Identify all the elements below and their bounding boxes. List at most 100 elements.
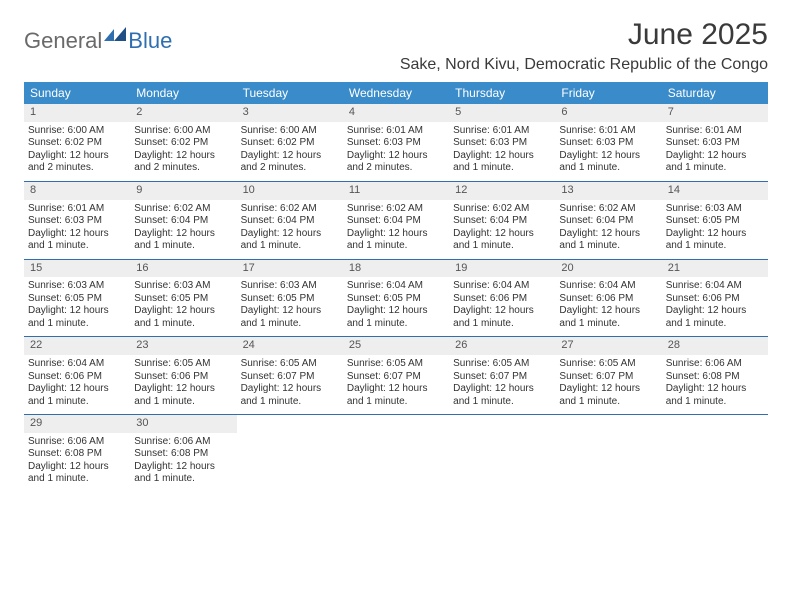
day-number-bar: 9 [130,182,236,200]
sunrise-text: Sunrise: 6:04 AM [559,280,657,293]
daylight-text: and 1 minute. [241,240,339,253]
day-number-bar: 17 [237,260,343,278]
day-number: 27 [561,339,573,351]
calendar-grid: Sunday Monday Tuesday Wednesday Thursday… [24,82,768,492]
calendar-cell: 19Sunrise: 6:04 AMSunset: 6:06 PMDayligh… [449,260,555,337]
daylight-text: and 1 minute. [559,318,657,331]
daylight-text: Daylight: 12 hours [241,305,339,318]
sunset-text: Sunset: 6:05 PM [28,293,126,306]
calendar-cell: 21Sunrise: 6:04 AMSunset: 6:06 PMDayligh… [662,260,768,337]
calendar-cell [662,415,768,492]
daylight-text: Daylight: 12 hours [666,228,764,241]
sunrise-text: Sunrise: 6:02 AM [241,203,339,216]
day-number: 26 [455,339,467,351]
sunrise-text: Sunrise: 6:06 AM [28,436,126,449]
sunrise-text: Sunrise: 6:05 AM [347,358,445,371]
sunrise-text: Sunrise: 6:05 AM [134,358,232,371]
daylight-text: Daylight: 12 hours [453,383,551,396]
sunset-text: Sunset: 6:08 PM [666,371,764,384]
dow-thursday: Thursday [449,82,555,104]
daylight-text: Daylight: 12 hours [559,150,657,163]
daylight-text: and 1 minute. [134,396,232,409]
day-number: 4 [349,106,355,118]
day-number: 13 [561,184,573,196]
daylight-text: and 1 minute. [453,318,551,331]
sunset-text: Sunset: 6:06 PM [28,371,126,384]
daylight-text: and 1 minute. [28,240,126,253]
day-number: 28 [668,339,680,351]
daylight-text: and 2 minutes. [28,162,126,175]
sunset-text: Sunset: 6:03 PM [666,137,764,150]
sunrise-text: Sunrise: 6:02 AM [347,203,445,216]
sunset-text: Sunset: 6:04 PM [559,215,657,228]
day-number-bar: 28 [662,337,768,355]
daylight-text: and 2 minutes. [134,162,232,175]
daylight-text: Daylight: 12 hours [134,461,232,474]
day-number: 15 [30,262,42,274]
calendar-cell: 3Sunrise: 6:00 AMSunset: 6:02 PMDaylight… [237,104,343,181]
calendar-week: 8Sunrise: 6:01 AMSunset: 6:03 PMDaylight… [24,181,768,259]
sunrise-text: Sunrise: 6:05 AM [241,358,339,371]
sunset-text: Sunset: 6:03 PM [559,137,657,150]
month-title: June 2025 [400,18,768,52]
day-number-bar: 19 [449,260,555,278]
day-number: 25 [349,339,361,351]
daylight-text: Daylight: 12 hours [666,305,764,318]
day-number-bar: 4 [343,104,449,122]
day-number-bar: 15 [24,260,130,278]
sunrise-text: Sunrise: 6:05 AM [453,358,551,371]
daylight-text: and 1 minute. [453,396,551,409]
daylight-text: and 1 minute. [28,318,126,331]
day-number: 5 [455,106,461,118]
calendar-cell: 9Sunrise: 6:02 AMSunset: 6:04 PMDaylight… [130,182,236,259]
day-number-bar: 18 [343,260,449,278]
sunrise-text: Sunrise: 6:04 AM [28,358,126,371]
sunset-text: Sunset: 6:08 PM [28,448,126,461]
daylight-text: and 2 minutes. [241,162,339,175]
dow-saturday: Saturday [662,82,768,104]
day-number: 29 [30,417,42,429]
daylight-text: Daylight: 12 hours [134,305,232,318]
sunset-text: Sunset: 6:07 PM [453,371,551,384]
sunrise-text: Sunrise: 6:00 AM [134,125,232,138]
sunset-text: Sunset: 6:02 PM [241,137,339,150]
sunrise-text: Sunrise: 6:03 AM [28,280,126,293]
sunrise-text: Sunrise: 6:01 AM [666,125,764,138]
calendar-page: General Blue June 2025 Sake, Nord Kivu, … [0,0,792,510]
calendar-cell [555,415,661,492]
sunset-text: Sunset: 6:05 PM [666,215,764,228]
sunset-text: Sunset: 6:04 PM [347,215,445,228]
day-number: 9 [136,184,142,196]
sunset-text: Sunset: 6:06 PM [559,293,657,306]
day-number: 10 [243,184,255,196]
daylight-text: and 1 minute. [559,396,657,409]
day-number-bar: 20 [555,260,661,278]
day-number-bar: 22 [24,337,130,355]
daylight-text: and 2 minutes. [347,162,445,175]
calendar-week: 15Sunrise: 6:03 AMSunset: 6:05 PMDayligh… [24,259,768,337]
sunset-text: Sunset: 6:05 PM [241,293,339,306]
sunrise-text: Sunrise: 6:00 AM [28,125,126,138]
calendar-cell: 15Sunrise: 6:03 AMSunset: 6:05 PMDayligh… [24,260,130,337]
calendar-cell: 6Sunrise: 6:01 AMSunset: 6:03 PMDaylight… [555,104,661,181]
day-number: 22 [30,339,42,351]
sunrise-text: Sunrise: 6:02 AM [453,203,551,216]
calendar-cell: 11Sunrise: 6:02 AMSunset: 6:04 PMDayligh… [343,182,449,259]
sunrise-text: Sunrise: 6:04 AM [453,280,551,293]
day-number: 7 [668,106,674,118]
sunset-text: Sunset: 6:07 PM [241,371,339,384]
daylight-text: Daylight: 12 hours [559,305,657,318]
day-number-bar: 24 [237,337,343,355]
sunrise-text: Sunrise: 6:06 AM [134,436,232,449]
calendar-week: 29Sunrise: 6:06 AMSunset: 6:08 PMDayligh… [24,414,768,492]
daylight-text: and 1 minute. [666,240,764,253]
calendar-cell: 4Sunrise: 6:01 AMSunset: 6:03 PMDaylight… [343,104,449,181]
calendar-cell: 30Sunrise: 6:06 AMSunset: 6:08 PMDayligh… [130,415,236,492]
day-number: 8 [30,184,36,196]
location-subtitle: Sake, Nord Kivu, Democratic Republic of … [400,56,768,74]
dow-sunday: Sunday [24,82,130,104]
day-number-bar: 3 [237,104,343,122]
day-number-bar: 23 [130,337,236,355]
calendar-cell: 14Sunrise: 6:03 AMSunset: 6:05 PMDayligh… [662,182,768,259]
sunrise-text: Sunrise: 6:03 AM [666,203,764,216]
